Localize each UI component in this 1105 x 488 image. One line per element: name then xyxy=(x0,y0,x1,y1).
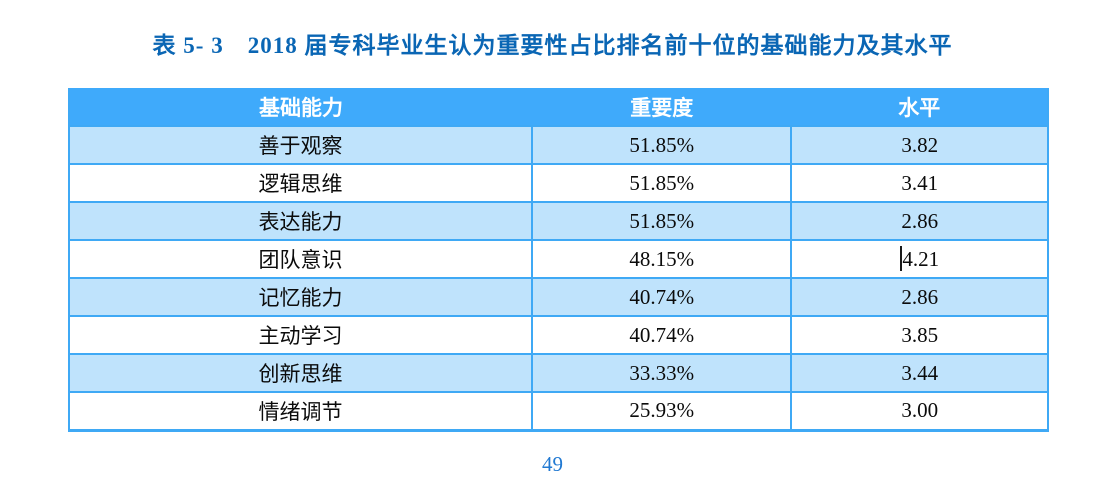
column-header-importance[interactable]: 重要度 xyxy=(532,88,792,126)
table-row: 逻辑思维 51.85% 3.41 xyxy=(67,163,1049,203)
importance-cell[interactable]: 48.15% xyxy=(531,239,793,279)
table-row: 团队意识 48.15% 4.21 xyxy=(67,239,1049,279)
data-table: 基础能力 重要度 水平 善于观察 51.85% 3.82 逻辑思维 51.85%… xyxy=(67,88,1049,432)
table-row: 主动学习 40.74% 3.85 xyxy=(67,315,1049,355)
table-caption[interactable]: 表 5- 3 2018 届专科毕业生认为重要性占比排名前十位的基础能力及其水平 xyxy=(152,33,953,58)
importance-cell[interactable]: 51.85% xyxy=(531,201,793,241)
ability-cell[interactable]: 逻辑思维 xyxy=(67,163,534,203)
level-cell[interactable]: 3.85 xyxy=(790,315,1049,355)
ability-cell[interactable]: 主动学习 xyxy=(67,315,534,355)
ability-cell[interactable]: 善于观察 xyxy=(67,125,534,165)
level-cell[interactable]: 3.82 xyxy=(790,125,1049,165)
importance-cell[interactable]: 40.74% xyxy=(531,277,793,317)
table-row: 创新思维 33.33% 3.44 xyxy=(67,353,1049,393)
ability-cell[interactable]: 表达能力 xyxy=(67,201,534,241)
importance-cell[interactable]: 51.85% xyxy=(531,125,793,165)
level-cell[interactable]: 3.41 xyxy=(790,163,1049,203)
ability-cell[interactable]: 记忆能力 xyxy=(67,277,534,317)
level-cell[interactable]: 3.44 xyxy=(790,353,1049,393)
page-number: 49 xyxy=(542,452,563,476)
importance-cell[interactable]: 33.33% xyxy=(531,353,793,393)
importance-cell[interactable]: 51.85% xyxy=(531,163,793,203)
table-row: 记忆能力 40.74% 2.86 xyxy=(67,277,1049,317)
table-header-row: 基础能力 重要度 水平 xyxy=(69,88,1048,126)
ability-cell[interactable]: 创新思维 xyxy=(67,353,534,393)
importance-cell[interactable]: 25.93% xyxy=(531,391,793,431)
level-value: 4.21 xyxy=(902,246,940,271)
column-header-ability[interactable]: 基础能力 xyxy=(69,88,533,126)
importance-cell[interactable]: 40.74% xyxy=(531,315,793,355)
column-header-level[interactable]: 水平 xyxy=(791,88,1048,126)
level-cell[interactable]: 3.00 xyxy=(790,391,1049,431)
table-row: 善于观察 51.85% 3.82 xyxy=(67,125,1049,165)
level-cell[interactable]: 2.86 xyxy=(790,201,1049,241)
ability-cell[interactable]: 团队意识 xyxy=(67,239,534,279)
ability-cell[interactable]: 情绪调节 xyxy=(67,391,534,431)
text-cursor-caret xyxy=(900,246,902,272)
level-cell[interactable]: 2.86 xyxy=(790,277,1049,317)
level-cell[interactable]: 4.21 xyxy=(790,239,1049,279)
table-row: 表达能力 51.85% 2.86 xyxy=(67,201,1049,241)
table-row: 情绪调节 25.93% 3.00 xyxy=(67,391,1049,431)
